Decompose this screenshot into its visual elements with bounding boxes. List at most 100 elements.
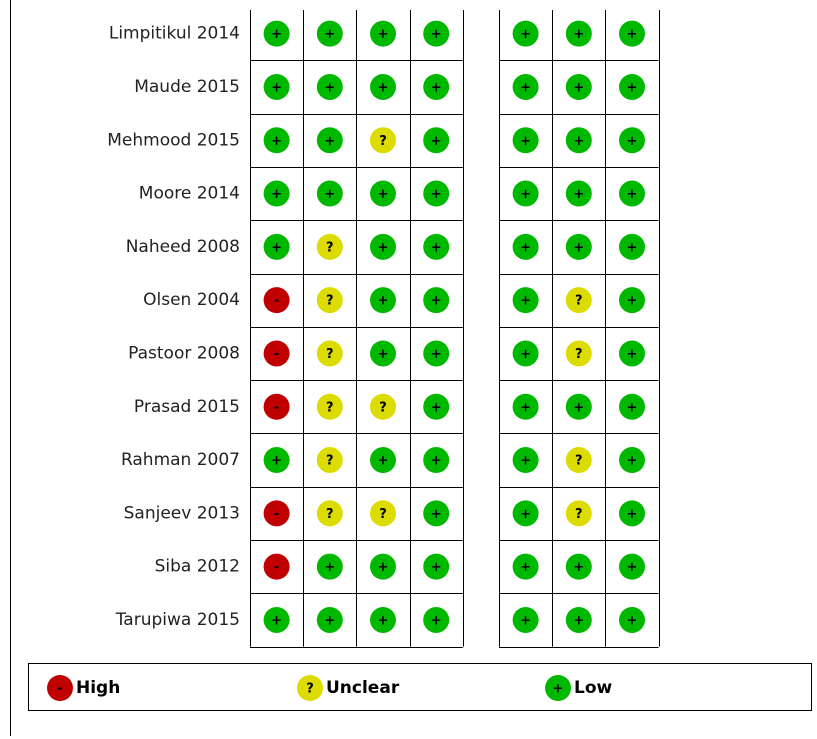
rating-symbol: + <box>431 613 442 628</box>
rating-circle <box>565 553 592 580</box>
rating-circle <box>565 233 592 260</box>
rating-symbol: + <box>627 454 638 469</box>
rating-symbol: + <box>431 347 442 362</box>
rating-symbol: + <box>627 27 638 42</box>
rating-circle <box>423 180 450 207</box>
rating-symbol: + <box>627 400 638 415</box>
rating-symbol: + <box>324 560 335 575</box>
rating-symbol: + <box>520 134 531 149</box>
legend-box <box>28 663 812 711</box>
rating-circle <box>263 180 290 207</box>
rating-symbol: + <box>627 80 638 95</box>
rating-circle <box>263 447 290 474</box>
rating-symbol: + <box>573 400 584 415</box>
rating-symbol: + <box>324 80 335 95</box>
rating-symbol: + <box>431 294 442 309</box>
rating-symbol: ? <box>575 294 583 309</box>
rating-symbol: + <box>520 347 531 362</box>
rating-circle <box>619 606 645 633</box>
rating-circle <box>370 500 396 527</box>
rating-circle <box>565 447 592 474</box>
rating-circle <box>316 20 343 47</box>
rating-symbol: + <box>378 27 389 42</box>
rating-circle <box>370 606 396 633</box>
rating-circle <box>316 73 343 100</box>
legend-label: High <box>76 678 120 698</box>
rating-symbol: ? <box>326 347 334 362</box>
study-name: Naheed 2008 <box>126 237 240 257</box>
rating-circle <box>512 180 539 207</box>
rating-circle <box>316 287 343 314</box>
study-name: Maude 2015 <box>134 77 240 97</box>
rating-circle <box>423 500 450 527</box>
legend-label: Low <box>574 678 613 698</box>
rating-symbol: + <box>573 134 584 149</box>
rating-symbol: + <box>431 134 442 149</box>
rating-circle <box>263 73 290 100</box>
rating-symbol: + <box>520 560 531 575</box>
rating-symbol: + <box>520 80 531 95</box>
rating-circle <box>619 393 645 420</box>
rating-symbol: + <box>431 240 442 255</box>
rating-circle <box>423 73 450 100</box>
rating-symbol: ? <box>379 134 387 149</box>
rating-circle <box>316 553 343 580</box>
rating-circle <box>316 180 343 207</box>
rating-circle <box>423 606 450 633</box>
rating-circle <box>370 287 396 314</box>
rating-circle <box>316 127 343 154</box>
rating-circle <box>512 20 539 47</box>
rating-symbol: + <box>271 613 282 628</box>
rating-symbol: - <box>274 400 279 415</box>
rating-circle <box>512 500 539 527</box>
rating-circle <box>316 606 343 633</box>
study-name: Mehmood 2015 <box>107 130 240 150</box>
rating-symbol: + <box>378 347 389 362</box>
rating-symbol: + <box>573 613 584 628</box>
rating-symbol: + <box>627 294 638 309</box>
rating-symbol: + <box>378 454 389 469</box>
rating-circle <box>423 553 450 580</box>
rating-circle <box>565 340 592 367</box>
rating-symbol: ? <box>326 400 334 415</box>
study-name: Tarupiwa 2015 <box>115 610 240 630</box>
study-name: Siba 2012 <box>155 557 240 577</box>
rating-circle <box>512 287 539 314</box>
rating-circle <box>619 73 645 100</box>
rating-symbol: ? <box>326 454 334 469</box>
rating-symbol: ? <box>379 400 387 415</box>
study-name: Sanjeev 2013 <box>124 503 240 523</box>
rating-symbol: - <box>274 294 279 309</box>
rating-symbol: + <box>520 240 531 255</box>
legend-symbol: + <box>553 682 564 697</box>
rating-circle <box>512 73 539 100</box>
rating-circle <box>370 393 396 420</box>
rating-circle <box>370 73 396 100</box>
rating-symbol: + <box>271 27 282 42</box>
rating-circle <box>619 447 645 474</box>
rating-circle <box>370 340 396 367</box>
rating-circle <box>370 20 396 47</box>
rating-symbol: + <box>431 507 442 522</box>
legend-circle <box>545 675 571 701</box>
rating-symbol: ? <box>575 454 583 469</box>
rating-circle <box>316 340 343 367</box>
legend-symbol: - <box>57 682 62 697</box>
rating-symbol: + <box>431 80 442 95</box>
rating-symbol: + <box>271 134 282 149</box>
rating-circle <box>370 180 396 207</box>
rating-symbol: + <box>324 187 335 202</box>
study-name: Olsen 2004 <box>143 290 240 310</box>
rating-symbol: ? <box>326 507 334 522</box>
rating-symbol: + <box>378 613 389 628</box>
rating-circle <box>316 447 343 474</box>
rating-circle <box>565 127 592 154</box>
rating-circle <box>423 127 450 154</box>
rating-symbol: + <box>520 400 531 415</box>
study-name: Pastoor 2008 <box>128 343 240 363</box>
rating-circle <box>263 606 290 633</box>
rating-circle <box>565 393 592 420</box>
rating-symbol: - <box>274 347 279 362</box>
rating-circle <box>423 340 450 367</box>
rating-circle <box>512 553 539 580</box>
